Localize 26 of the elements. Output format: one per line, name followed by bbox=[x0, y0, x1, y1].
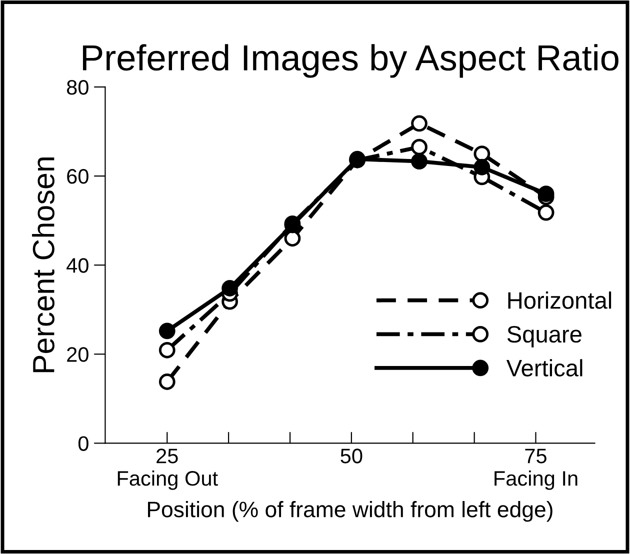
point bbox=[411, 115, 428, 132]
point bbox=[222, 280, 238, 296]
y-tick-label: 60 bbox=[67, 169, 88, 184]
point bbox=[538, 186, 554, 202]
point bbox=[411, 138, 428, 156]
legend-label: Vertical bbox=[506, 359, 582, 376]
point bbox=[158, 374, 176, 390]
x-tick-label: 50 bbox=[340, 448, 362, 464]
y-tick-label: 20 bbox=[67, 347, 88, 362]
point bbox=[474, 146, 490, 162]
x-axis-title: Position (% of frame width from left edge) bbox=[148, 501, 552, 522]
point bbox=[411, 153, 428, 170]
legend-label: Square bbox=[507, 326, 582, 348]
y-tick-label: 40 bbox=[66, 258, 88, 273]
chart-title: Preferred Images by Aspect Ratio bbox=[82, 44, 618, 78]
point bbox=[284, 230, 301, 247]
point bbox=[474, 158, 490, 176]
x-tick-label: 25 Facing Out bbox=[118, 448, 218, 490]
point bbox=[538, 204, 554, 221]
y-tick-label: 0 bbox=[78, 436, 88, 451]
y-tick-label: 80 bbox=[66, 80, 88, 95]
x-tick-label: 75 Facing In bbox=[494, 448, 578, 490]
y-axis-title: Percent Chosen bbox=[32, 158, 54, 372]
legend-label: Horizontal bbox=[508, 292, 612, 309]
point bbox=[158, 342, 176, 358]
point bbox=[158, 322, 176, 340]
